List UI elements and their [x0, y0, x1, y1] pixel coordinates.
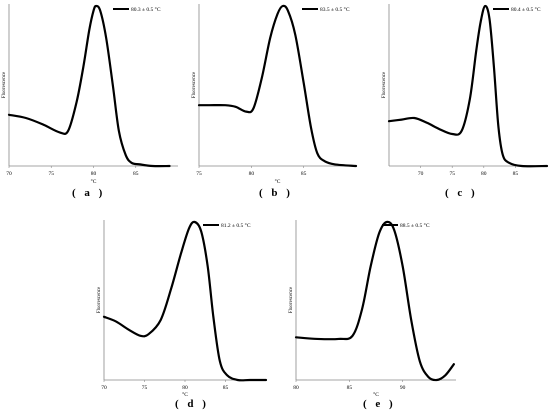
- chart-svg-e: 80 85 90 Fluorescence °C 88.5 ± 0.5 °C: [289, 220, 456, 398]
- x-axis-label: °C: [91, 178, 97, 185]
- legend-label: 81.2 ± 0.5 °C: [221, 222, 251, 229]
- chart-svg-d: 70 75 80 85 Fluorescence °C 81.2 ± 0.5 °C: [97, 220, 268, 398]
- chart-svg-c: 70 75 80 85 Fluorescence 80.4 ± 0.5 °C: [382, 4, 549, 177]
- melt-curve-line: [387, 4, 549, 168]
- legend-label: 83.5 ± 0.5 °C: [320, 6, 350, 13]
- x-tick-label: 85: [347, 385, 353, 391]
- legend-label: 80.4 ± 0.5 °C: [511, 6, 541, 13]
- melt-curve-line: [102, 220, 268, 382]
- y-axis-label: Fluorescence: [289, 286, 294, 313]
- legend-label: 88.5 ± 0.5 °C: [400, 222, 430, 229]
- chart-panel-b: 75 80 85 Fluorescence °C 83.5 ± 0.5 °C: [190, 0, 380, 205]
- x-tick-label: 75: [196, 171, 202, 177]
- x-tick-label: 85: [513, 171, 519, 177]
- melt-curve-line: [197, 4, 358, 168]
- x-tick-label: 85: [301, 171, 307, 177]
- y-axis-label: Fluorescence: [97, 286, 102, 313]
- caption-c: ( c ): [445, 187, 478, 199]
- melt-curve-line: [294, 220, 455, 382]
- chart-panel-a: 70 75 80 85 Fluorescence °C 80.3 ± 0.5 °C: [0, 0, 190, 205]
- x-tick-label: 80: [249, 171, 255, 177]
- caption-b: ( b ): [259, 187, 293, 199]
- x-tick-label: 80: [182, 385, 188, 391]
- x-tick-label: 70: [6, 171, 12, 177]
- x-tick-label: 85: [223, 385, 229, 391]
- y-axis-label: Fluorescence: [192, 71, 197, 98]
- caption-a: ( a ): [72, 187, 106, 199]
- x-tick-label: 80: [481, 171, 487, 177]
- chart-svg-b: 75 80 85 Fluorescence °C 83.5 ± 0.5 °C: [192, 4, 358, 185]
- x-tick-label: 75: [49, 171, 55, 177]
- x-tick-label: 75: [449, 171, 455, 177]
- melt-curve-line: [7, 4, 171, 168]
- y-axis-label: Fluorescence: [382, 71, 387, 98]
- chart-panel-e: 80 85 90 Fluorescence °C 88.5 ± 0.5 °C: [285, 210, 460, 415]
- x-axis-label: °C: [182, 391, 188, 398]
- chart-svg-a: 70 75 80 85 Fluorescence °C 80.3 ± 0.5 °C: [2, 4, 178, 185]
- x-tick-label: 75: [142, 385, 148, 391]
- x-tick-label: 85: [133, 171, 139, 177]
- x-tick-label: 80: [91, 171, 97, 177]
- x-tick-label: 70: [418, 171, 424, 177]
- chart-panel-d: 70 75 80 85 Fluorescence °C 81.2 ± 0.5 °C: [95, 210, 285, 415]
- caption-d: ( d ): [175, 398, 209, 410]
- caption-e: ( e ): [363, 398, 396, 410]
- chart-panel-c: 70 75 80 85 Fluorescence 80.4 ± 0.5 °C: [380, 0, 550, 205]
- legend-label: 80.3 ± 0.5 °C: [131, 6, 161, 13]
- y-axis-label: Fluorescence: [2, 71, 7, 98]
- x-tick-label: 90: [400, 385, 406, 391]
- x-tick-label: 80: [293, 385, 299, 391]
- x-axis-label: °C: [373, 391, 379, 398]
- x-tick-label: 70: [101, 385, 107, 391]
- x-axis-label: °C: [275, 178, 281, 185]
